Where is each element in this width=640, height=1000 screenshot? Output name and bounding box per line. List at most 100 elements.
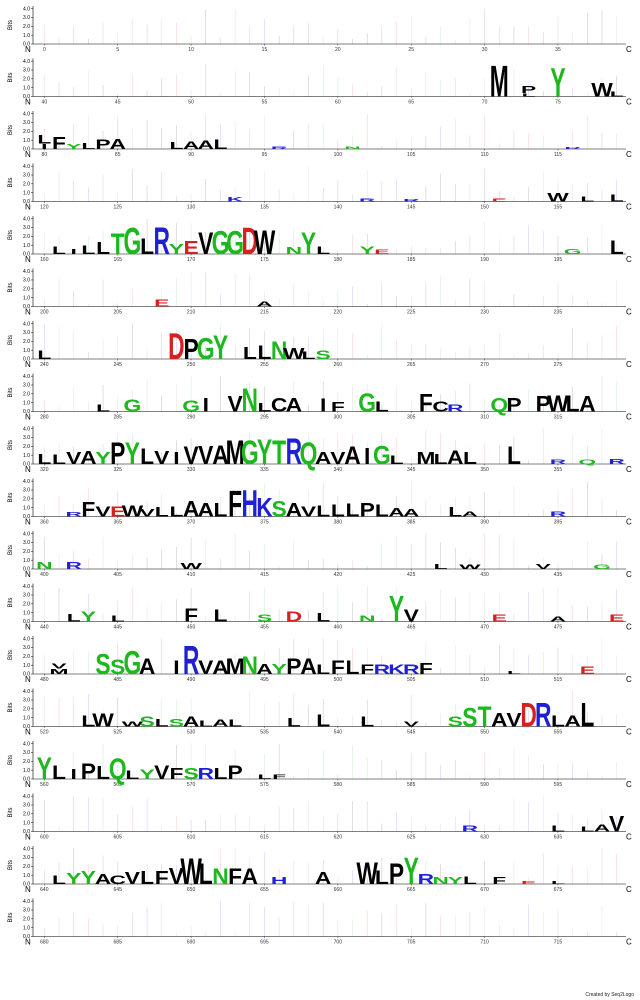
logo-stack: K — [227, 196, 243, 203]
n-terminus-label: N — [25, 518, 31, 527]
logo-letter: L — [243, 345, 257, 364]
y-axis-label: Bits — [8, 755, 14, 765]
x-tick-label: 670 — [480, 887, 489, 893]
logo-stack: G — [124, 220, 142, 262]
n-terminus-label: N — [25, 780, 31, 789]
logo-letter: I — [203, 394, 209, 416]
logo-letter: V — [506, 709, 522, 731]
x-tick-label: 70 — [482, 100, 488, 106]
logo-letter: Y — [125, 435, 141, 471]
logo-letter: L — [257, 773, 271, 780]
x-tick-label: 75 — [555, 100, 561, 106]
logo-stack: G — [212, 225, 230, 262]
n-terminus-label: N — [25, 360, 31, 369]
logo-letter: W — [283, 345, 305, 363]
logo-stack: F — [419, 660, 433, 678]
logo-letter: P — [360, 499, 375, 521]
logo-letter: K — [227, 196, 243, 203]
logo-letter: S — [183, 765, 198, 783]
x-tick-label: 235 — [554, 310, 563, 316]
logo-stack: L — [551, 824, 565, 834]
x-tick-label: 180 — [334, 257, 343, 263]
logo-letter: P — [95, 137, 110, 152]
logo-stack: L — [316, 712, 330, 731]
logo-stack: L — [125, 768, 139, 782]
c-terminus-label: C — [626, 938, 632, 947]
n-terminus-label: N — [25, 255, 31, 264]
y-tick-label: 3.0 — [23, 330, 30, 336]
logo-letter: L — [155, 717, 169, 729]
logo-stack: L — [243, 345, 257, 364]
logo-letter: A — [594, 823, 611, 834]
logo-row: 0.0 1.0 2.0 3.0 4.0 Bits 160 165 170 175 180 185 190… — [8, 216, 632, 264]
logo-stack: A — [315, 870, 332, 889]
logo-row: 0.0 1.0 2.0 3.0 4.0 Bits 80 85 90 95 100 105 110 115 N… — [8, 111, 632, 159]
y-tick-label: 0.0 — [23, 934, 30, 940]
n-terminus-label: N — [25, 570, 31, 579]
logo-stack: A — [183, 497, 199, 522]
logo-row: 0.0 1.0 2.0 3.0 4.0 Bits 440 445 450 455 460 465 470… — [8, 583, 632, 632]
logo-stack: F — [52, 135, 66, 154]
logo-letter: Y — [360, 244, 375, 256]
logo-stack: R — [403, 662, 420, 677]
y-axis-label: Bits — [8, 282, 14, 292]
logo-letter: L — [375, 866, 389, 888]
logo-letter: S — [316, 348, 331, 362]
logo-stack: S — [183, 765, 198, 783]
logo-stack: E — [183, 238, 198, 258]
y-axis-label: Bits — [8, 912, 14, 922]
logo-letter: G — [124, 220, 142, 262]
logo-stack: R — [564, 147, 581, 150]
x-tick-label: 625 — [407, 835, 416, 841]
logo-stack: G — [593, 563, 611, 570]
logo-stack: A — [256, 662, 273, 678]
x-tick-label: 65 — [408, 100, 414, 106]
c-terminus-label: C — [626, 728, 632, 737]
y-tick-label: 3.0 — [23, 15, 30, 21]
logo-letter: L — [169, 504, 183, 520]
logo-stack: R — [535, 697, 551, 735]
logo-stack: V — [139, 507, 154, 519]
x-tick-label: 390 — [480, 520, 489, 526]
y-tick-label: 3.0 — [23, 435, 30, 441]
logo-stack: R — [271, 146, 288, 150]
logo-letter: L — [463, 450, 477, 469]
logo-letter: A — [183, 497, 199, 522]
logo-row: 0.0 1.0 2.0 3.0 4.0 Bits 200 205 210 215 220 225 230… — [8, 268, 632, 317]
x-tick-label: 120 — [40, 205, 49, 211]
logo-stack: R — [447, 403, 464, 414]
logo-letter: A — [579, 392, 595, 417]
x-tick-label: 680 — [40, 940, 49, 946]
y-tick-label: 1.0 — [23, 768, 30, 774]
x-tick-label: 240 — [40, 362, 49, 368]
logo-letter: W — [122, 720, 144, 728]
y-axis-label: Bits — [8, 125, 14, 135]
logo-stack: P — [506, 394, 521, 416]
y-tick-label: 1.0 — [23, 558, 30, 564]
x-tick-label: 300 — [334, 415, 343, 421]
logo-letter: P — [506, 394, 521, 416]
logo-letter: A — [242, 864, 258, 889]
y-tick-label: 1.0 — [23, 715, 30, 721]
y-tick-label: 4.0 — [23, 59, 30, 65]
logo-stack: L — [140, 234, 154, 259]
x-tick-label: 250 — [187, 362, 196, 368]
logo-stack: L — [228, 718, 242, 729]
logo-stack: A — [286, 499, 302, 521]
logo-stack: N — [344, 146, 360, 150]
logo-letter: Y — [213, 330, 228, 368]
y-tick-label: 0.0 — [23, 304, 30, 310]
logo-stack: L — [155, 717, 169, 729]
logo-letter: L — [316, 244, 330, 256]
logo-letter: N — [344, 146, 360, 150]
logo-letter: I — [71, 767, 77, 783]
logo-stack: H — [271, 875, 287, 886]
logo-letter: L — [522, 92, 536, 97]
y-tick-label: 2.0 — [23, 654, 30, 660]
y-tick-label: 2.0 — [23, 917, 30, 923]
x-tick-label: 595 — [554, 782, 563, 788]
y-tick-label: 1.0 — [23, 190, 30, 196]
logo-stack: A — [212, 656, 228, 678]
logo-letter: L — [580, 195, 594, 203]
x-tick-label: 170 — [187, 257, 196, 263]
